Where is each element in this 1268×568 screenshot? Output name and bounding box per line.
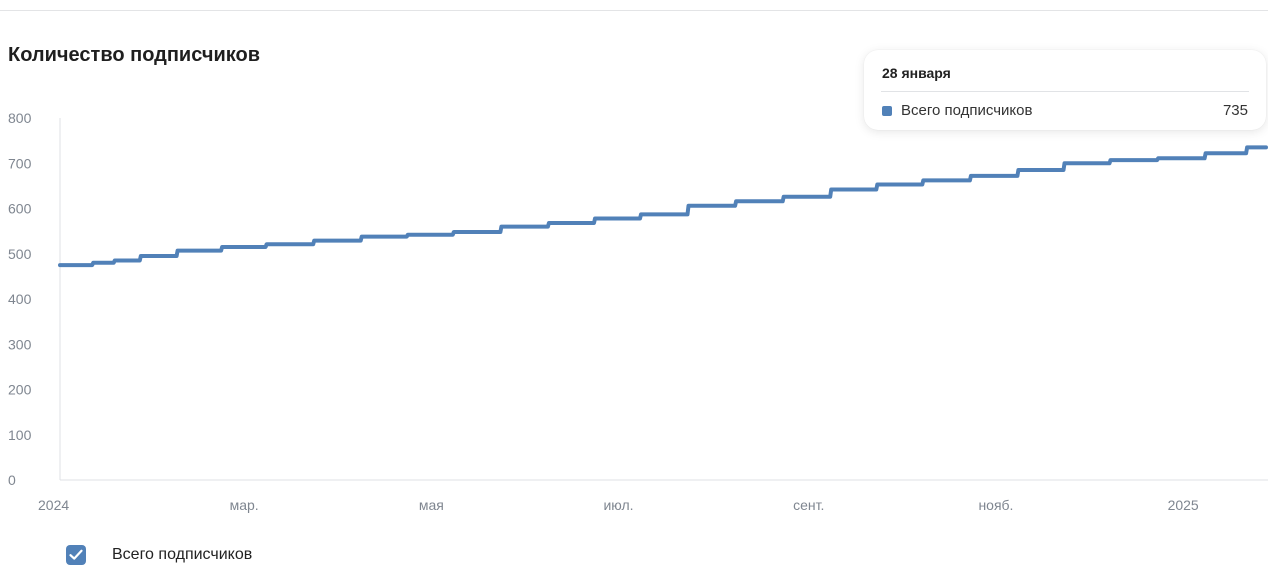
x-tick-label: сент. <box>793 497 824 513</box>
y-tick-label: 800 <box>8 110 32 126</box>
x-tick-label: нояб. <box>978 497 1013 513</box>
y-tick-label: 400 <box>8 291 32 307</box>
tooltip-series-value: 735 <box>1222 102 1248 119</box>
y-tick-labels: 0 100 200 300 400 500 600 700 800 <box>8 110 32 488</box>
y-tick-label: 300 <box>8 336 32 352</box>
x-tick-label: мар. <box>230 497 259 513</box>
x-tick-label: 2024 <box>38 497 69 513</box>
x-tick-label: мая <box>419 497 444 513</box>
x-tick-label: 2025 <box>1168 497 1199 513</box>
tooltip: 28 января Всего подписчиков 735 <box>864 50 1266 130</box>
tooltip-date: 28 января <box>882 65 951 81</box>
y-tick-label: 500 <box>8 246 32 262</box>
tooltip-divider <box>881 91 1249 92</box>
tooltip-row: Всего подписчиков 735 <box>882 102 1248 122</box>
x-tick-labels: 2024 мар. мая июл. сент. нояб. 2025 <box>38 497 1199 513</box>
chart-title: Количество подписчиков <box>8 44 260 66</box>
tooltip-series-swatch <box>882 106 892 116</box>
top-divider <box>0 10 1268 11</box>
tooltip-series-label: Всего подписчиков <box>901 102 1033 119</box>
legend-label: Всего подписчиков <box>112 546 253 563</box>
y-tick-label: 0 <box>8 472 16 488</box>
legend-checkbox[interactable] <box>66 545 86 565</box>
y-tick-label: 100 <box>8 427 32 443</box>
y-tick-label: 200 <box>8 382 32 398</box>
series-line-total-subscribers[interactable] <box>58 145 1268 268</box>
y-tick-label: 700 <box>8 155 32 171</box>
x-tick-label: июл. <box>603 497 633 513</box>
y-tick-label: 600 <box>8 201 32 217</box>
checkmark-icon <box>69 549 83 560</box>
